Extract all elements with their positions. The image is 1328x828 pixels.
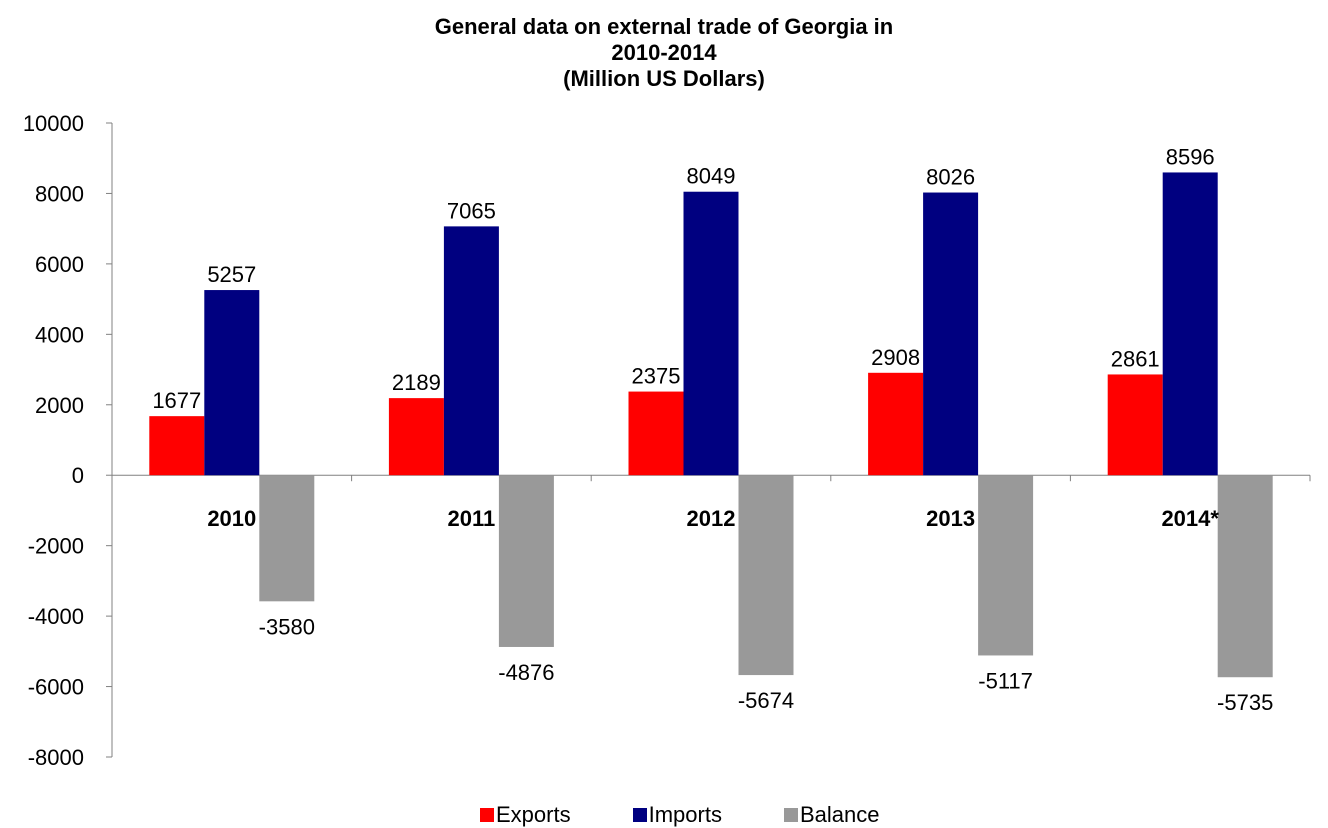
chart-title-line-3: (Million US Dollars) (563, 66, 765, 91)
y-tick-label: -8000 (28, 745, 84, 770)
legend-swatch-balance (783, 808, 798, 822)
data-label-imports: 8026 (926, 165, 975, 190)
bar-balance (1217, 475, 1273, 678)
data-label-exports: 2375 (632, 364, 681, 389)
data-label-balance: -4876 (498, 660, 554, 685)
legend: Exports Imports Balance (480, 802, 941, 828)
legend-swatch-imports (632, 808, 647, 822)
legend-swatch-exports (480, 808, 494, 822)
legend-item-balance: Balance (783, 802, 880, 828)
x-tick-label: 2014* (1161, 506, 1219, 531)
chart-title-line-1: General data on external trade of Georgi… (434, 14, 894, 39)
y-tick-label: 10000 (23, 111, 84, 136)
bar-exports (388, 398, 444, 476)
data-label-balance: -5117 (978, 668, 1033, 693)
bar-exports (1107, 374, 1163, 476)
data-label-balance: -3580 (259, 614, 315, 639)
bar-exports (628, 391, 684, 476)
x-tick-label: 2012 (687, 506, 736, 531)
data-label-imports: 7065 (447, 198, 496, 223)
data-label-imports: 8049 (687, 164, 736, 189)
bar-exports (149, 416, 205, 476)
y-tick-label: 4000 (35, 322, 84, 347)
legend-item-exports: Exports (480, 802, 571, 828)
data-label-exports: 1677 (152, 388, 201, 413)
legend-label-imports: Imports (648, 802, 722, 827)
y-tick-label: 6000 (35, 252, 84, 277)
data-label-balance: -5674 (738, 688, 794, 713)
bar-balance (498, 475, 554, 647)
chart-title-line-2: 2010-2014 (611, 40, 717, 65)
y-tick-label: 0 (72, 463, 84, 488)
y-tick-label: -4000 (28, 604, 84, 629)
bar-balance (259, 475, 315, 602)
bar-imports (1162, 172, 1218, 476)
y-tick-label: 8000 (35, 181, 84, 206)
x-tick-label: 2011 (448, 506, 496, 531)
x-tick-label: 2010 (207, 506, 256, 531)
y-tick-label: -2000 (28, 534, 84, 559)
bar-balance (978, 475, 1034, 656)
bar-imports (683, 191, 739, 476)
y-tick-label: 2000 (35, 393, 84, 418)
y-tick-label: -6000 (28, 675, 84, 700)
bar-exports (868, 372, 924, 476)
x-tick-label: 2013 (926, 506, 975, 531)
data-label-balance: -5735 (1217, 690, 1273, 715)
legend-label-balance: Balance (799, 802, 880, 827)
legend-label-exports: Exports (496, 802, 571, 827)
data-label-imports: 8596 (1166, 144, 1215, 169)
bar-balance (738, 475, 794, 676)
data-label-imports: 5257 (207, 262, 256, 287)
bar-imports (443, 226, 499, 476)
data-label-exports: 2908 (871, 345, 920, 370)
data-label-exports: 2189 (392, 370, 441, 395)
legend-item-imports: Imports (632, 802, 722, 828)
chart-title: General data on external trade of Georgi… (0, 14, 1328, 92)
bar-imports (204, 290, 260, 476)
data-label-exports: 2861 (1111, 346, 1160, 371)
bar-imports (923, 192, 979, 476)
